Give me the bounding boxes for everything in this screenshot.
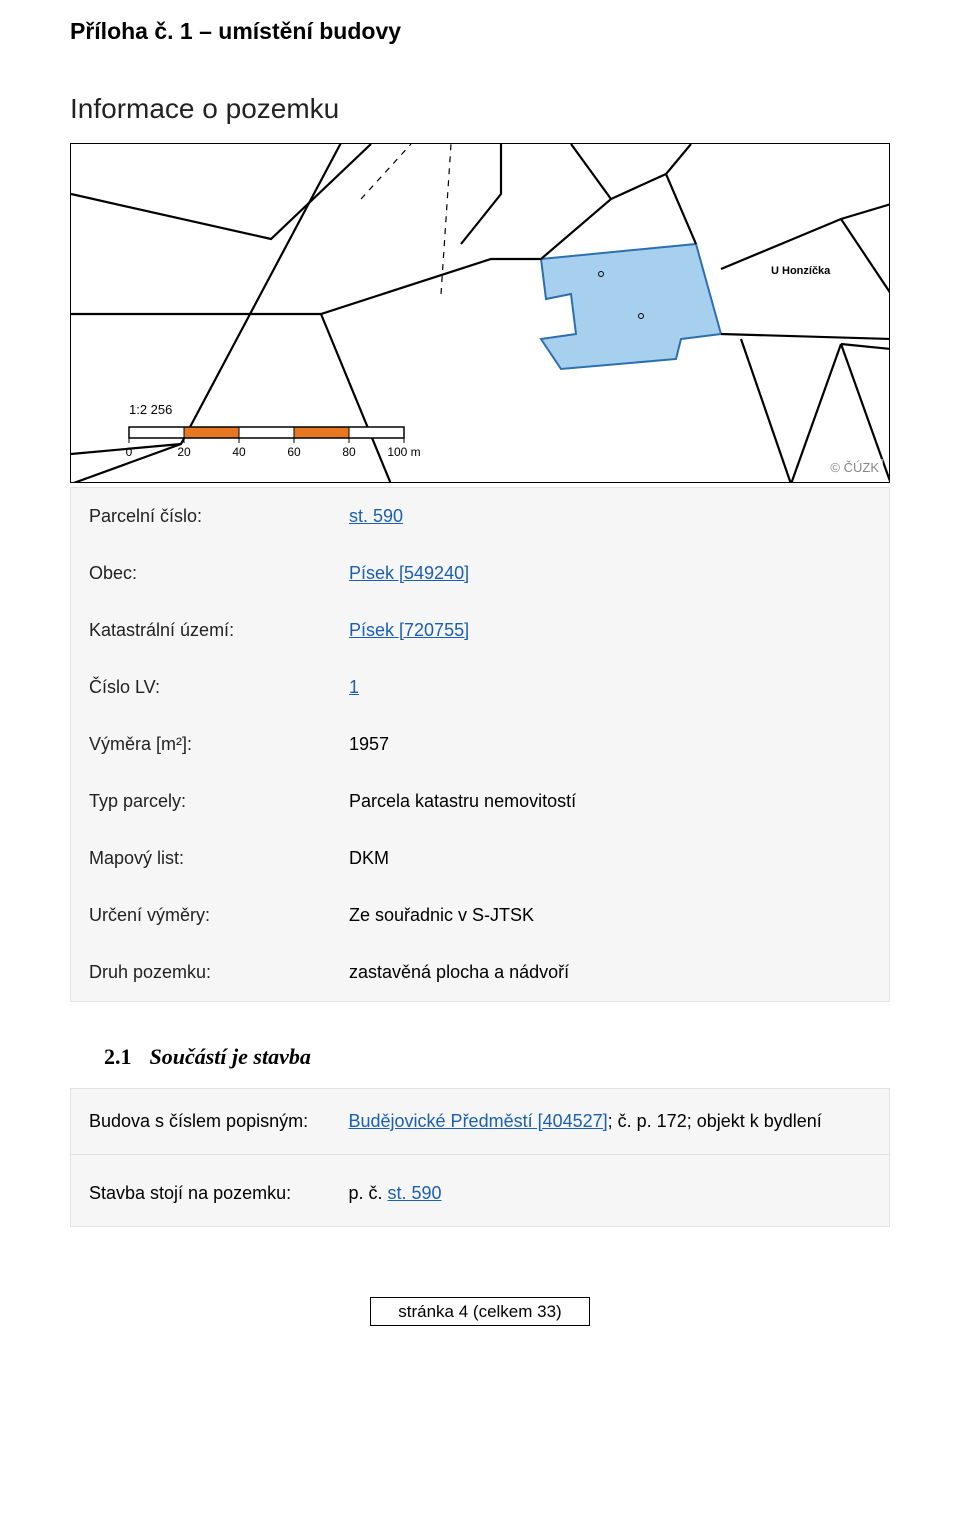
building-info-table: Budova s číslem popisným:Budějovické Pře… (70, 1088, 890, 1227)
field-label: Mapový list: (71, 830, 331, 887)
table-row: Mapový list:DKM (71, 830, 889, 887)
field-label: Druh pozemku: (71, 944, 331, 1001)
field-value: p. č. st. 590 (331, 1155, 890, 1227)
svg-text:20: 20 (177, 445, 191, 459)
page-footer: stránka 4 (celkem 33) (370, 1297, 590, 1326)
table-row: Typ parcely:Parcela katastru nemovitostí (71, 773, 889, 830)
field-value[interactable]: st. 590 (331, 488, 889, 545)
field-value: zastavěná plocha a nádvoří (331, 944, 889, 1001)
cadastral-map: U Honzíčka 1:2 256 0 20 40 60 80 100 m © ČÚZK (70, 143, 890, 483)
svg-text:U Honzíčka: U Honzíčka (771, 265, 831, 277)
table-row: Katastrální území: Písek [720755] (71, 602, 889, 659)
field-label: Budova s číslem popisným: (71, 1089, 331, 1155)
field-label: Obec: (71, 545, 331, 602)
page-title: Příloha č. 1 – umístění budovy (70, 18, 890, 45)
table-row: Obec: Písek [549240] (71, 545, 889, 602)
field-label: Číslo LV: (71, 659, 331, 716)
field-label: Typ parcely: (71, 773, 331, 830)
parcel-info-table: Parcelní číslo: st. 590 Obec: Písek [549240… (70, 487, 890, 1002)
svg-text:60: 60 (287, 445, 301, 459)
table-row: Budova s číslem popisným:Budějovické Pře… (71, 1089, 890, 1155)
field-label: Katastrální území: (71, 602, 331, 659)
field-value[interactable]: 1 (331, 659, 889, 716)
svg-text:100 m: 100 m (387, 445, 420, 459)
svg-text:40: 40 (232, 445, 246, 459)
table-row: Výměra [m²]:1957 (71, 716, 889, 773)
table-row: Číslo LV: 1 (71, 659, 889, 716)
field-value[interactable]: Písek [720755] (331, 602, 889, 659)
field-value[interactable]: Písek [549240] (331, 545, 889, 602)
table-row: Parcelní číslo: st. 590 (71, 488, 889, 545)
field-value: DKM (331, 830, 889, 887)
section-heading: Informace o pozemku (70, 93, 890, 125)
field-value: Parcela katastru nemovitostí (331, 773, 889, 830)
value-link[interactable]: Písek [720755] (349, 620, 469, 640)
map-watermark: © ČÚZK (826, 459, 883, 476)
svg-text:80: 80 (342, 445, 356, 459)
value-link[interactable]: Budějovické Předměstí [404527] (349, 1111, 608, 1131)
field-label: Stavba stojí na pozemku: (71, 1155, 331, 1227)
table-row: Druh pozemku:zastavěná plocha a nádvoří (71, 944, 889, 1001)
subsection-heading: 2.1Součástí je stavba (104, 1044, 890, 1070)
svg-text:0: 0 (126, 445, 133, 459)
field-label: Určení výměry: (71, 887, 331, 944)
value-link[interactable]: st. 590 (349, 506, 403, 526)
field-value: Budějovické Předměstí [404527]; č. p. 17… (331, 1089, 890, 1155)
value-link[interactable]: Písek [549240] (349, 563, 469, 583)
field-label: Parcelní číslo: (71, 488, 331, 545)
value-link[interactable]: 1 (349, 677, 359, 697)
field-label: Výměra [m²]: (71, 716, 331, 773)
svg-text:1:2 256: 1:2 256 (129, 402, 172, 417)
table-row: Určení výměry:Ze souřadnic v S-JTSK (71, 887, 889, 944)
field-value: Ze souřadnic v S-JTSK (331, 887, 889, 944)
field-value: 1957 (331, 716, 889, 773)
table-row: Stavba stojí na pozemku:p. č. st. 590 (71, 1155, 890, 1227)
value-link[interactable]: st. 590 (388, 1183, 442, 1203)
